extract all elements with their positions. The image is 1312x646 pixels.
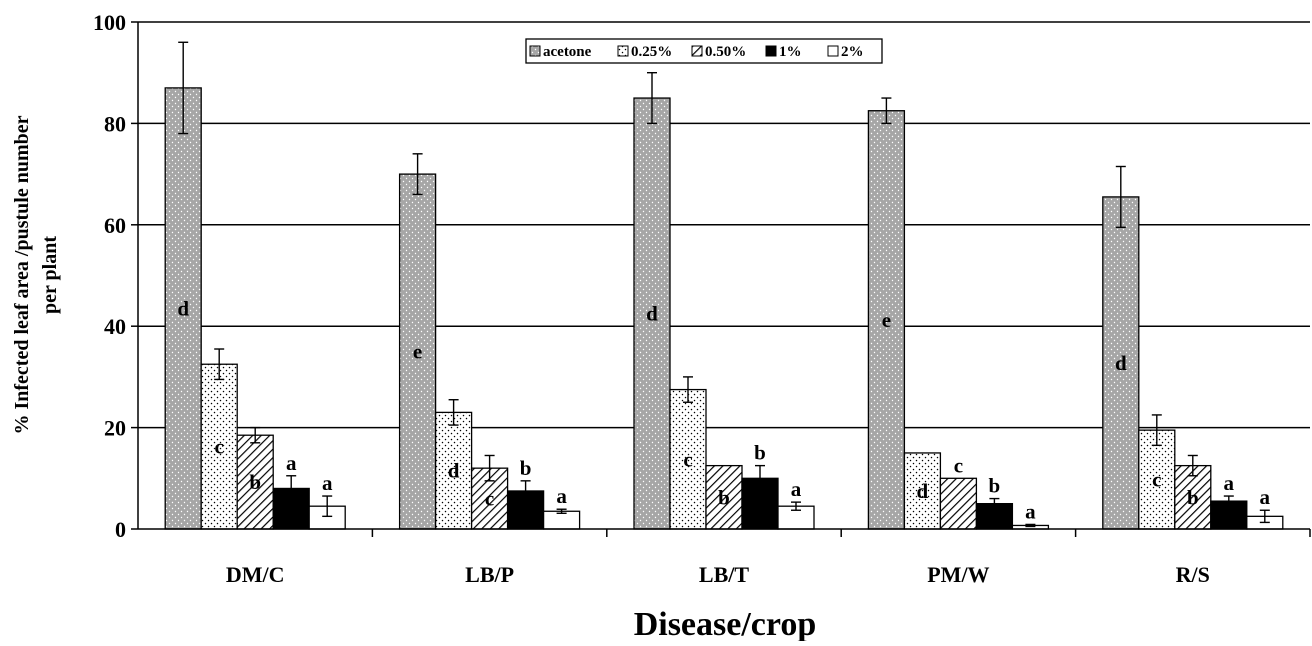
significance-letter: b xyxy=(1187,485,1199,509)
x-tick-label: LB/T xyxy=(699,562,749,587)
legend-swatch xyxy=(617,45,629,57)
bar-025-LB-T xyxy=(669,388,707,530)
significance-letter: a xyxy=(556,484,567,508)
significance-letter: c xyxy=(683,447,692,471)
significance-letter: a xyxy=(286,451,297,475)
bars xyxy=(164,87,1284,530)
bar-050-PM-W xyxy=(939,477,978,530)
legend-label: 0.25% xyxy=(631,44,672,60)
x-axis-label: Disease/crop xyxy=(634,606,817,641)
legend-label: 1% xyxy=(779,44,802,60)
legend-box xyxy=(525,38,883,64)
legend-swatch xyxy=(827,45,839,57)
legend-label: acetone xyxy=(543,44,592,60)
y-tick-label: 40 xyxy=(104,314,126,339)
significance-letter: c xyxy=(1152,468,1161,492)
significance-letter: a xyxy=(791,477,802,501)
significance-letter: d xyxy=(448,459,460,483)
x-tick-label: PM/W xyxy=(927,562,989,587)
significance-letter: d xyxy=(177,296,189,320)
significance-letter: b xyxy=(989,474,1001,498)
significance-letter: c xyxy=(215,435,224,459)
significance-letter: a xyxy=(1224,471,1235,495)
y-tick-label: 20 xyxy=(104,416,126,441)
bar-050-LB-T xyxy=(705,464,743,530)
x-tick-label: LB/P xyxy=(465,562,514,587)
y-tick-label: 0 xyxy=(115,517,126,542)
significance-letter: e xyxy=(882,308,891,332)
error-bars xyxy=(178,41,1270,528)
significance-letter: a xyxy=(1025,499,1036,523)
bar-025-PM-W xyxy=(903,452,942,530)
legend-swatch xyxy=(691,45,703,57)
legend-label: 0.50% xyxy=(705,44,746,60)
significance-letter: b xyxy=(718,485,730,509)
significance-letter: a xyxy=(1260,485,1271,509)
y-tick-label: 80 xyxy=(104,111,126,136)
significance-letter: d xyxy=(917,479,929,503)
legend-swatch xyxy=(529,45,541,57)
axes: 0 20 40 60 80 100 DM/C LB/P LB/T PM/W R/S xyxy=(93,10,1311,587)
significance-letter: b xyxy=(754,441,766,465)
y-axis-label-line-2: per plant xyxy=(39,236,61,314)
significance-letter: b xyxy=(249,470,261,494)
x-tick-label: DM/C xyxy=(226,562,285,587)
significance-letter: d xyxy=(646,302,658,326)
legend-label: 2% xyxy=(841,44,864,60)
x-tick-label: R/S xyxy=(1176,562,1210,587)
significance-letter: b xyxy=(520,456,532,480)
y-tick-label: 100 xyxy=(93,10,126,35)
significance-letter: c xyxy=(954,453,963,477)
y-axis-label-line-1: % Infected leaf area /pustule number xyxy=(11,115,33,434)
significance-letter: e xyxy=(413,340,422,364)
legend: acetone 0.25% 0.50% 1% 2% xyxy=(525,38,883,64)
legend-swatch xyxy=(765,45,777,57)
significance-letter: c xyxy=(485,487,494,511)
y-tick-label: 60 xyxy=(104,213,126,238)
bar-acetone-DM-C xyxy=(164,87,202,530)
significance-letter: a xyxy=(322,471,333,495)
significance-letter: d xyxy=(1115,351,1127,375)
